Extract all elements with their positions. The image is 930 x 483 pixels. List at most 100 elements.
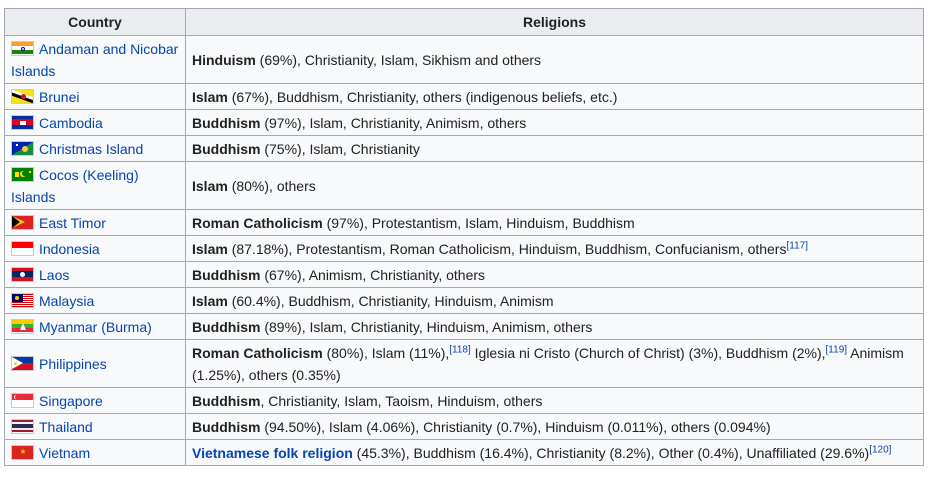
table-row: East Timor Roman Catholicism (97%), Prot… [4, 209, 924, 236]
religions-cell: Islam (87.18%), Protestantism, Roman Cat… [185, 235, 924, 262]
table-row: Malaysia Islam (60.4%), Buddhism, Christ… [4, 287, 924, 314]
country-link[interactable]: Laos [39, 266, 70, 283]
country-link[interactable]: Cocos (Keeling) Islands [11, 166, 139, 205]
table-row: Cambodia Buddhism (97%), Islam, Christia… [4, 109, 924, 136]
country-link[interactable]: Philippines [39, 355, 107, 372]
india-flag-icon [11, 40, 34, 56]
country-link[interactable]: Vietnam [39, 444, 91, 461]
religion-details: , Christianity, Islam, Taoism, Hinduism,… [260, 392, 543, 409]
table-row: Thailand Buddhism (94.50%), Islam (4.06%… [4, 413, 924, 440]
country-cell: Andaman and Nicobar Islands [4, 35, 186, 84]
country-cell: Indonesia [4, 235, 186, 262]
religions-cell: Islam (67%), Buddhism, Christianity, oth… [185, 83, 924, 110]
country-link[interactable]: Brunei [39, 88, 80, 105]
religion-details: (97%), Islam, Christianity, Animism, oth… [260, 114, 527, 131]
country-link[interactable]: Thailand [39, 418, 93, 435]
country-cell: Thailand [4, 413, 186, 440]
thailand-flag-icon [11, 418, 34, 434]
religion-details: (69%), Christianity, Islam, Sikhism and … [255, 51, 542, 68]
citation-link[interactable]: [120] [869, 443, 892, 455]
main-religion: Buddhism [192, 266, 261, 283]
country-cell: Cocos (Keeling) Islands [4, 161, 186, 210]
main-religion-link[interactable]: Vietnamese folk religion [192, 444, 353, 461]
country-link[interactable]: Andaman and Nicobar Islands [11, 40, 179, 79]
main-religion: Roman Catholicism [192, 344, 323, 361]
myanmar-flag-icon [11, 318, 34, 334]
country-link[interactable]: Malaysia [39, 292, 95, 309]
east-timor-flag-icon [11, 214, 34, 230]
religions-cell: Islam (80%), others [185, 161, 924, 210]
country-cell: Vietnam [4, 439, 186, 466]
table-row: Singapore Buddhism, Christianity, Islam,… [4, 387, 924, 414]
table-row: Cocos (Keeling) Islands Islam (80%), oth… [4, 161, 924, 210]
religions-cell: Buddhism (89%), Islam, Christianity, Hin… [185, 313, 924, 340]
citation-ref: [118] [449, 344, 471, 355]
country-link[interactable]: Myanmar (Burma) [39, 318, 152, 335]
citation-link[interactable]: [117] [786, 239, 808, 251]
column-header-country[interactable]: Country [4, 8, 186, 36]
christmas-island-flag-icon [11, 140, 34, 156]
main-religion: Buddhism [192, 114, 261, 131]
religions-cell: Hinduism (69%), Christianity, Islam, Sik… [185, 35, 924, 84]
religions-cell: Roman Catholicism (97%), Protestantism, … [185, 209, 924, 236]
table-row: Vietnam Vietnamese folk religion (45.3%)… [4, 439, 924, 466]
citation-ref: [117] [786, 240, 808, 251]
table-row: Indonesia Islam (87.18%), Protestantism,… [4, 235, 924, 262]
religion-details: (80%), Islam (11%), [322, 344, 450, 361]
cocos-islands-flag-icon [11, 166, 34, 182]
table-row: Brunei Islam (67%), Buddhism, Christiani… [4, 83, 924, 110]
country-cell: Christmas Island [4, 135, 186, 162]
religion-details: Iglesia ni Cristo (Church of Christ) (3%… [470, 344, 826, 361]
religions-cell: Buddhism (97%), Islam, Christianity, Ani… [185, 109, 924, 136]
main-religion: Buddhism [192, 140, 261, 157]
main-religion: Islam [192, 88, 228, 105]
indonesia-flag-icon [11, 240, 34, 256]
religions-cell: Buddhism (94.50%), Islam (4.06%), Christ… [185, 413, 924, 440]
religions-cell: Roman Catholicism (80%), Islam (11%),[11… [185, 339, 924, 388]
country-cell: Philippines [4, 339, 186, 388]
religion-details: Animism (1.25%), others (0.35%) [192, 344, 904, 383]
main-religion: Hinduism [192, 51, 256, 68]
country-cell: East Timor [4, 209, 186, 236]
religions-cell: Buddhism (67%), Animism, Christianity, o… [185, 261, 924, 288]
table-row: Myanmar (Burma) Buddhism (89%), Islam, C… [4, 313, 924, 340]
citation-link[interactable]: [119] [825, 343, 848, 355]
religions-cell: Buddhism (75%), Islam, Christianity [185, 135, 924, 162]
main-religion: Roman Catholicism [192, 214, 323, 231]
main-religion: Buddhism [192, 318, 261, 335]
religions-cell: Vietnamese folk religion (45.3%), Buddhi… [185, 439, 924, 466]
table-row: Christmas Island Buddhism (75%), Islam, … [4, 135, 924, 162]
table-row: Philippines Roman Catholicism (80%), Isl… [4, 339, 924, 388]
main-religion: Islam [192, 177, 228, 194]
column-header-religions[interactable]: Religions [185, 8, 924, 36]
country-link[interactable]: East Timor [39, 214, 106, 231]
main-religion: Islam [192, 240, 228, 257]
country-link[interactable]: Christmas Island [39, 140, 144, 157]
religion-details: (80%), others [227, 177, 316, 194]
laos-flag-icon [11, 266, 34, 282]
country-link[interactable]: Singapore [39, 392, 103, 409]
religions-cell: Buddhism, Christianity, Islam, Taoism, H… [185, 387, 924, 414]
religion-details: (75%), Islam, Christianity [260, 140, 420, 157]
country-link[interactable]: Indonesia [39, 240, 100, 257]
citation-link[interactable]: [118] [449, 343, 471, 355]
religion-details: (45.3%), Buddhism (16.4%), Christianity … [352, 444, 870, 461]
cambodia-flag-icon [11, 114, 34, 130]
table-row: Andaman and Nicobar Islands Hinduism (69… [4, 35, 924, 84]
religion-details: (97%), Protestantism, Islam, Hinduism, B… [322, 214, 635, 231]
philippines-flag-icon [11, 355, 34, 371]
religion-details: (94.50%), Islam (4.06%), Christianity (0… [260, 418, 771, 435]
country-cell: Malaysia [4, 287, 186, 314]
header-row: Country Religions [4, 8, 924, 36]
malaysia-flag-icon [11, 292, 34, 308]
religions-table: Country Religions Andaman and Nicobar Is… [4, 8, 924, 466]
brunei-flag-icon [11, 88, 34, 104]
citation-ref: [119] [826, 344, 848, 355]
religion-details: (60.4%), Buddhism, Christianity, Hinduis… [227, 292, 554, 309]
religion-details: (87.18%), Protestantism, Roman Catholici… [227, 240, 787, 257]
religion-details: (67%), Animism, Christianity, others [260, 266, 486, 283]
religion-details: (89%), Islam, Christianity, Hinduism, An… [260, 318, 593, 335]
country-link[interactable]: Cambodia [39, 114, 103, 131]
singapore-flag-icon [11, 392, 34, 408]
country-cell: Singapore [4, 387, 186, 414]
